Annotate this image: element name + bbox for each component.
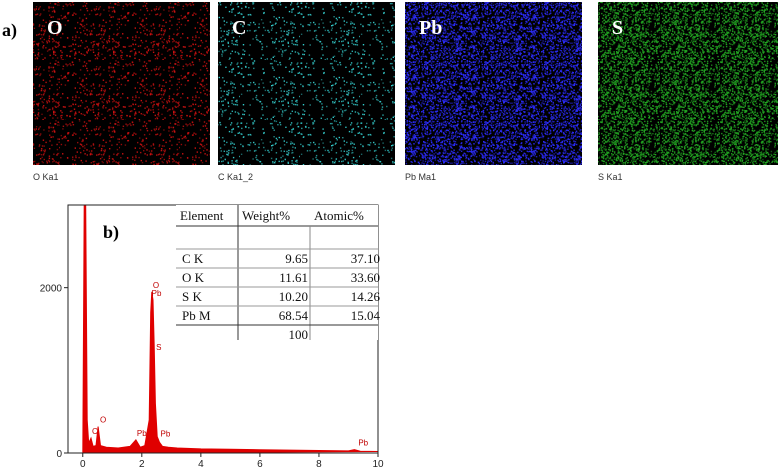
map-caption: Pb Ma1 [405,172,436,182]
peak-label: O [153,281,159,290]
map-label: O [47,17,63,39]
panel-label: a) [2,20,17,41]
x-tick-label: 2 [139,459,145,470]
spectrum [82,205,378,453]
map-caption: S Ka1 [598,172,623,182]
peak-label: S [156,343,161,352]
table-cell: 14.26 [351,289,381,304]
panel-label: b) [103,222,119,243]
element-map [218,2,395,165]
table-cell: 10.20 [279,289,308,304]
element-map [598,2,778,165]
x-tick-label: 0 [80,459,86,470]
element-map [405,2,582,165]
x-tick-label: 8 [316,459,322,470]
peak-label: O [100,416,106,425]
table-total: 100 [289,327,309,342]
element-map [33,2,210,165]
table-cell: 11.61 [279,270,308,285]
y-tick-label: 0 [56,449,62,460]
map-label: Pb [419,17,442,39]
table-cell: O K [182,270,205,285]
table-header: Weight% [242,208,290,223]
peak-label: Pb [152,289,162,298]
table-cell: Pb M [182,308,211,323]
peak-label: Pb [358,439,368,448]
table-cell: 9.65 [285,251,308,266]
peak-label: C [92,427,98,436]
table-cell: S K [182,289,202,304]
peak-label: Pb [161,430,171,439]
x-tick-label: 4 [198,459,204,470]
map-label: C [232,17,246,39]
table-bg [176,205,378,340]
map-caption: C Ka1_2 [218,172,253,182]
table-header: Atomic% [314,208,364,223]
map-label: S [612,17,623,39]
table-cell: C K [182,251,204,266]
table-cell: 33.60 [351,270,380,285]
table-cell: 68.54 [279,308,309,323]
x-tick-label: 6 [257,459,263,470]
table-cell: 15.04 [351,308,381,323]
map-caption: O Ka1 [33,172,59,182]
y-tick-label: 2000 [40,284,63,295]
x-tick-label: 10 [372,459,384,470]
peak-label: Pb [137,429,147,438]
table-cell: 37.10 [351,251,380,266]
table-header: Element [180,208,224,223]
